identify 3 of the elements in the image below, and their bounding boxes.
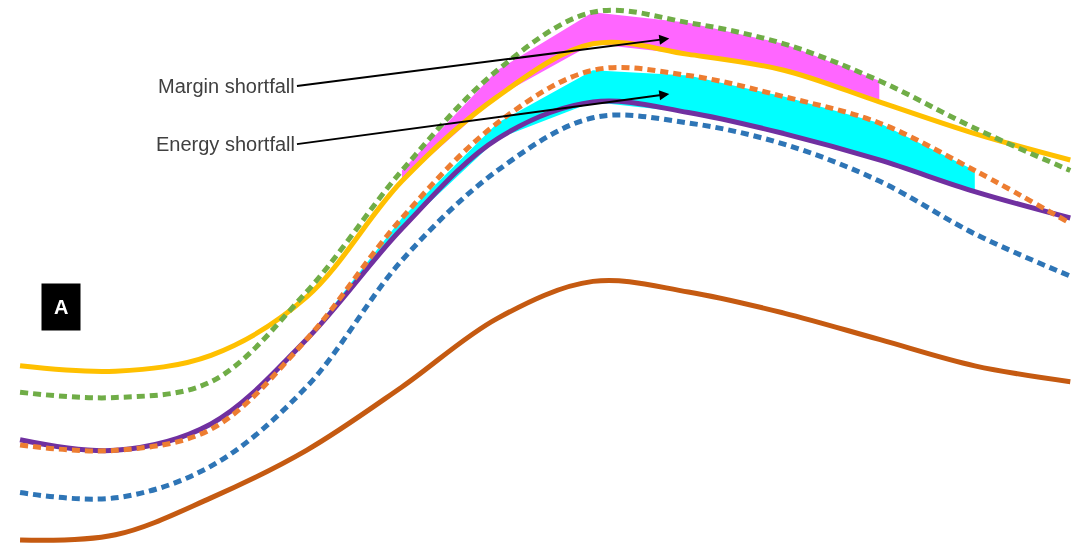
annotation: Margin shortfall [158, 75, 295, 97]
annotation: A [54, 296, 69, 318]
annotation: Energy shortfall [156, 133, 295, 155]
